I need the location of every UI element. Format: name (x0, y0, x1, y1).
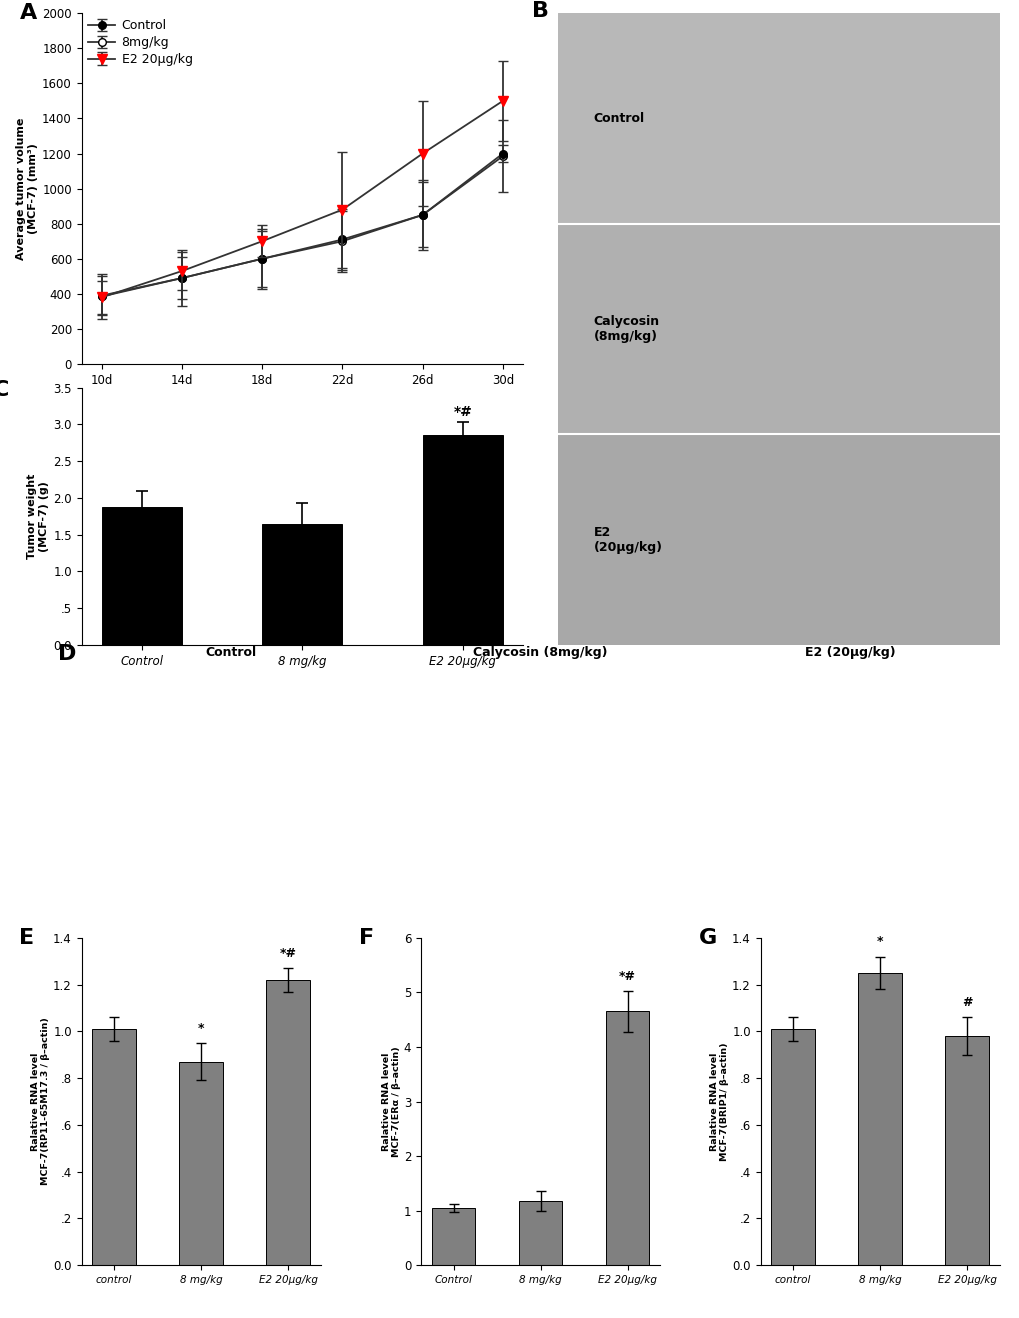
Y-axis label: Tumor weight
(MCF-7) (g): Tumor weight (MCF-7) (g) (28, 473, 49, 559)
Bar (179, 1062, 222, 1265)
Bar (519, 1201, 561, 1265)
Bar (266, 979, 310, 1265)
Text: E2
(20μg/kg): E2 (20μg/kg) (593, 526, 662, 554)
Text: G: G (698, 928, 716, 948)
Y-axis label: Average tumor volume
(MCF-7) (mm³): Average tumor volume (MCF-7) (mm³) (16, 117, 38, 260)
Legend: Control, 8mg/kg, E2 20μg/kg: Control, 8mg/kg, E2 20μg/kg (88, 20, 193, 66)
Text: #: # (961, 996, 971, 1010)
Text: Calycosin
(8mg/kg): Calycosin (8mg/kg) (593, 315, 659, 343)
Text: A: A (19, 3, 37, 22)
Text: F: F (359, 928, 374, 948)
Text: B: B (531, 0, 548, 21)
Text: E2 (20μg/kg): E2 (20μg/kg) (804, 646, 895, 659)
Bar (858, 973, 901, 1265)
Bar (93, 1029, 136, 1265)
Text: Control: Control (205, 646, 256, 659)
Text: *: * (198, 1021, 204, 1035)
Bar (102, 506, 181, 645)
Bar (422, 435, 502, 645)
Y-axis label: Ralative RNA level
MCF-7(RP11-65M17.3 / β–actin): Ralative RNA level MCF-7(RP11-65M17.3 / … (31, 1017, 50, 1185)
Text: *#: *# (279, 948, 297, 960)
Y-axis label: Ralative RNA level
MCF-7(BRIP1/ β–actin): Ralative RNA level MCF-7(BRIP1/ β–actin) (709, 1043, 729, 1161)
Text: D: D (58, 645, 76, 664)
Text: *#: *# (619, 970, 636, 982)
Bar (605, 1011, 649, 1265)
Text: Control: Control (593, 112, 644, 125)
Bar (945, 1036, 987, 1265)
Bar (770, 1029, 814, 1265)
Text: *: * (876, 936, 882, 949)
Bar (262, 523, 342, 645)
Text: C: C (0, 380, 10, 399)
Y-axis label: Ralative RNA level
MCF-7(ERα / β–actin): Ralative RNA level MCF-7(ERα / β–actin) (381, 1046, 400, 1157)
Text: Calycosin (8mg/kg): Calycosin (8mg/kg) (473, 646, 607, 659)
Text: E: E (19, 928, 35, 948)
Bar (557, 224, 999, 435)
Bar (431, 1209, 475, 1265)
Bar (557, 435, 999, 645)
Text: *#: *# (452, 405, 472, 419)
Bar (557, 13, 999, 224)
